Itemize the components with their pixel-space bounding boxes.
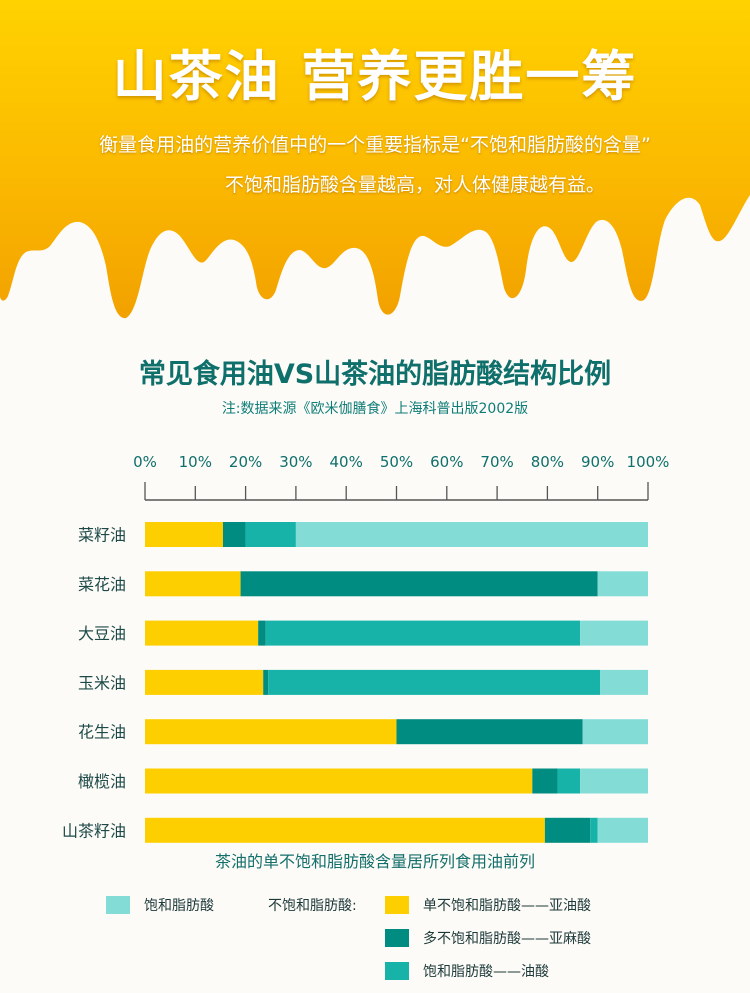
x-tick-label: 0% [133,453,157,471]
bar-segment-mono [145,669,264,695]
bar-segment-poly [258,620,266,646]
legend-item-mono: 单不饱和脂肪酸——亚油酸 [385,895,591,915]
legend-item-saturated: 饱和脂肪酸 [106,895,214,915]
bar-segment-sat [597,571,648,597]
x-tick-label: 90% [581,453,614,471]
legend-item-poly: 多不饱和脂肪酸——亚麻酸 [385,928,591,948]
chart-caption: 茶油的单不饱和脂肪酸含量居所列食用油前列 [214,852,535,871]
bar-segment-poly [222,522,246,547]
bar-segment-mono [145,522,223,547]
legend-swatch-poly [385,929,409,947]
x-tick-label: 70% [480,453,513,471]
bar-segment-mono [145,571,241,597]
category-label: 菜籽油 [78,526,126,545]
bar-segment-sat [580,620,648,646]
honey-drip-background [0,0,750,319]
legend-label-oleic: 饱和脂肪酸——油酸 [423,964,549,980]
bar-segment-sat [600,669,648,695]
bar-segment-sat [295,522,648,547]
category-label: 菜花油 [78,575,126,594]
subtitle-line-1: 衡量食用油的营养价值中的一个重要指标是“不饱和脂肪酸的含量” [99,134,651,156]
category-label: 花生油 [78,723,126,742]
category-label: 橄榄油 [78,772,126,791]
bar-segment-mono [145,719,397,745]
x-tick-label: 60% [430,453,463,471]
category-label: 山茶籽油 [62,821,126,840]
x-tick-label: 80% [531,453,564,471]
legend-unsaturated-heading: 不饱和脂肪酸: [268,895,357,915]
legend-label-saturated: 饱和脂肪酸 [144,898,214,914]
x-tick-label: 30% [279,453,312,471]
legend-swatch-oleic [385,962,409,980]
chart-source-note: 注:数据来源《欧米伽膳食》上海科普出版2002版 [221,401,529,417]
legend-label-unsaturated: 不饱和脂肪酸: [268,898,357,914]
hero-banner: 山茶油 营养更胜一筹 衡量食用油的营养价值中的一个重要指标是“不饱和脂肪酸的含量… [0,0,750,330]
legend-swatch-mono [385,896,409,914]
legend-label-mono: 单不饱和脂肪酸——亚油酸 [423,898,591,914]
subtitle-line-2: 不饱和脂肪酸含量越高，对人体健康越有益。 [224,174,605,196]
bar-segment-sat [597,817,648,843]
bar-segment-oleic [245,522,296,547]
bar-segment-poly [396,719,583,745]
bar-segment-sat [580,768,648,794]
bar-segment-poly [263,669,269,695]
stacked-bar-chart: 0% 10% 20% 30% 40% 50% 60% 70% 80% 90% 100% 菜籽油菜花油大… [62,453,670,843]
category-label: 玉米油 [78,673,126,692]
bar-segment-poly [532,768,558,794]
category-label: 大豆油 [78,624,126,643]
legend-label-poly: 多不饱和脂肪酸——亚麻酸 [423,931,591,947]
x-tick-label: 10% [179,453,212,471]
page-title: 山茶油 营养更胜一筹 [112,45,638,108]
bar-segment-mono [145,768,533,794]
x-tick-label: 100% [627,453,670,471]
bar-segment-sat [582,719,648,745]
bar-segment-oleic [265,620,581,646]
legend-item-oleic: 饱和脂肪酸——油酸 [385,961,549,981]
bar-segment-mono [145,817,545,843]
bar-segment-mono [145,620,259,646]
legend-swatch-saturated [106,896,130,914]
x-tick-label: 20% [229,453,262,471]
bar-segment-oleic [268,669,601,695]
bar-segment-oleic [557,768,581,794]
x-tick-label: 50% [380,453,413,471]
chart-title: 常见食用油VS山茶油的脂肪酸结构比例 [138,359,612,390]
x-tick-label: 40% [330,453,363,471]
bar-segment-poly [240,571,598,597]
bar-segment-oleic [590,817,598,843]
bar-segment-poly [544,817,591,843]
